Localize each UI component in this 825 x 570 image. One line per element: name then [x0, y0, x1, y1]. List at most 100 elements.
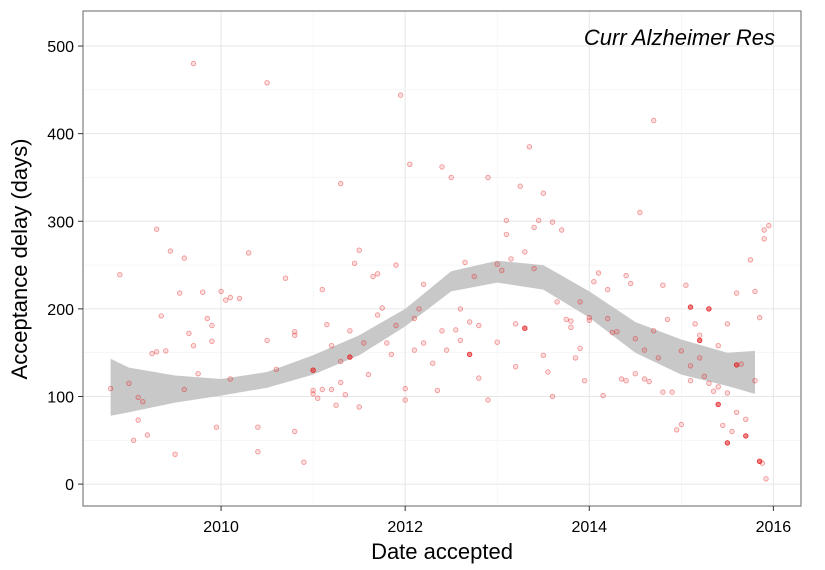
scatter-point — [107, 385, 114, 392]
scatter-point — [245, 250, 252, 256]
scatter-point — [227, 376, 233, 382]
scatter-point — [476, 322, 482, 329]
scatter-point — [338, 180, 344, 187]
scatter-point — [743, 433, 749, 439]
scatter-point — [209, 322, 215, 329]
scatter-point — [255, 449, 261, 455]
scatter-point — [637, 209, 643, 216]
scatter-point — [388, 351, 395, 358]
scatter-point — [738, 361, 744, 367]
scatter-point — [517, 183, 523, 189]
x-tick-label: 2016 — [756, 519, 792, 536]
scatter-point — [572, 355, 579, 361]
scatter-point — [255, 424, 261, 430]
x-tick-label: 2012 — [387, 519, 423, 536]
scatter-point — [759, 460, 765, 466]
scatter-point — [763, 476, 769, 482]
scatter-point — [181, 386, 187, 393]
scatter-point — [222, 297, 229, 303]
scatter-point — [218, 288, 224, 295]
scatter-point — [338, 358, 344, 365]
scatter-point — [733, 409, 740, 415]
scatter-point — [135, 394, 141, 401]
scatter-point — [697, 332, 703, 338]
scatter-point — [416, 306, 422, 312]
scatter-point — [724, 321, 731, 327]
scatter-point — [609, 329, 615, 336]
scatter-point — [462, 259, 468, 266]
scatter-point — [715, 401, 721, 408]
scatter-point — [614, 329, 620, 335]
scatter-point — [503, 231, 510, 238]
scatter-point — [338, 379, 344, 386]
scatter-point — [545, 369, 551, 375]
scatter-point — [687, 378, 694, 384]
scatter-point — [153, 226, 160, 232]
scatter-point — [172, 451, 178, 457]
scatter-point — [393, 322, 399, 329]
y-axis: 0 100 200 300 400 500 — [47, 39, 83, 494]
scatter-point — [687, 304, 694, 310]
scatter-point — [752, 378, 758, 384]
scatter-point — [761, 227, 767, 233]
scatter-point — [264, 80, 270, 86]
scatter-point — [710, 388, 717, 394]
scatter-point — [733, 362, 740, 368]
scatter-point — [651, 328, 657, 334]
scatter-point — [733, 290, 740, 296]
scatter-point — [227, 294, 233, 301]
scatter-point — [439, 164, 445, 170]
scatter-point — [356, 247, 362, 253]
scatter-point — [508, 256, 514, 262]
scatter-point — [407, 161, 413, 167]
scatter-point — [756, 458, 763, 464]
scatter-point — [568, 318, 574, 324]
scatter-point — [140, 399, 146, 405]
scatter-point — [273, 366, 279, 372]
scatter-point — [130, 437, 137, 443]
scatter-point — [292, 329, 298, 335]
scatter-point — [595, 270, 602, 276]
scatter-point — [687, 363, 694, 369]
scatter-point — [361, 340, 367, 346]
scatter-point — [577, 345, 583, 351]
scatter-point — [457, 306, 464, 312]
scatter-point — [236, 295, 243, 302]
scatter-point — [591, 279, 597, 285]
scatter-point — [706, 380, 712, 386]
plot-border — [82, 10, 802, 507]
scatter-point — [586, 317, 592, 323]
scatter-point — [512, 364, 519, 370]
scatter-point — [195, 371, 201, 377]
scatter-point — [439, 328, 445, 334]
scatter-point — [646, 378, 652, 385]
scatter-point — [715, 384, 721, 390]
scatter-point — [117, 272, 123, 278]
scatter-point — [582, 378, 588, 384]
scatter-point — [485, 397, 491, 403]
scatter-point — [632, 336, 638, 342]
scatter-point — [365, 371, 372, 378]
scatter-point — [333, 402, 339, 408]
scatter-point — [618, 376, 625, 382]
scatter-point — [641, 376, 648, 382]
scatter-point — [319, 386, 325, 393]
y-tick-label: 400 — [47, 127, 74, 144]
scatter-point — [347, 328, 353, 334]
scatter-point — [292, 428, 298, 435]
scatter-point — [466, 351, 473, 358]
scatter-point — [328, 386, 335, 393]
scatter-point — [135, 417, 141, 423]
scatter-point — [549, 393, 556, 400]
scatter-point — [632, 371, 638, 377]
scatter-point — [752, 288, 758, 295]
scatter-point — [554, 299, 560, 305]
scatter-point — [559, 227, 565, 233]
scatter-point — [540, 190, 546, 196]
scatter-point — [605, 286, 611, 293]
scatter-point — [715, 343, 721, 349]
scatter-point — [379, 305, 385, 311]
scatter-point — [310, 387, 316, 394]
scatter-point — [526, 144, 533, 150]
scatter-point — [448, 174, 454, 181]
